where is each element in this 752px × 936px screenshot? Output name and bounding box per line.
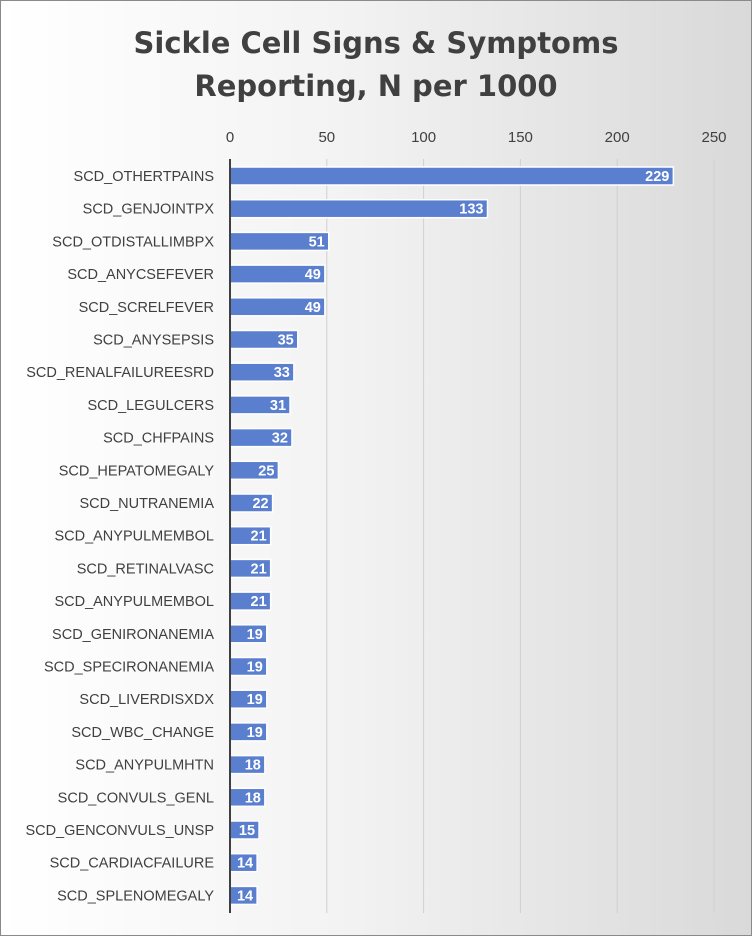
category-label: SCD_SPLENOMEGALY xyxy=(57,888,214,904)
category-label: SCD_HEPATOMEGALY xyxy=(59,463,215,479)
category-label: SCD_CARDIACFAILURE xyxy=(50,856,215,872)
category-label: SCD_GENIRONANEMIA xyxy=(52,627,214,643)
chart-title-line: Sickle Cell Signs & Symptoms xyxy=(134,26,619,60)
data-label: 19 xyxy=(247,627,263,643)
data-label: 19 xyxy=(247,725,263,741)
chart-title-line: Reporting, N per 1000 xyxy=(194,69,557,103)
data-label: 32 xyxy=(272,431,288,447)
gridlines xyxy=(326,159,715,913)
data-label: 25 xyxy=(258,463,274,479)
x-tick-label: 100 xyxy=(411,129,436,146)
data-label: 19 xyxy=(247,692,263,708)
data-label: 49 xyxy=(305,300,321,316)
x-tick-label: 0 xyxy=(226,129,234,146)
category-label: SCD_LEGULCERS xyxy=(87,398,214,414)
data-label: 33 xyxy=(274,365,290,381)
data-label: 133 xyxy=(459,202,483,218)
category-label: SCD_LIVERDISXDX xyxy=(79,692,214,708)
data-label: 19 xyxy=(247,660,263,676)
category-label: SCD_OTHERTPAINS xyxy=(74,169,214,185)
data-label: 14 xyxy=(237,856,253,872)
category-label: SCD_ANYPULMHTN xyxy=(75,758,214,774)
category-label: SCD_RENALFAILUREESRD xyxy=(26,365,214,381)
data-label: 18 xyxy=(245,758,261,774)
category-label: SCD_ANYCSEFEVER xyxy=(67,267,214,283)
x-axis-ticks: 0 50 100 150 200 250 xyxy=(226,129,727,146)
x-tick-label: 150 xyxy=(508,129,533,146)
data-label: 21 xyxy=(251,594,267,610)
category-label: SCD_SCRELFEVER xyxy=(79,300,214,316)
x-tick-label: 250 xyxy=(701,129,726,146)
bar xyxy=(229,198,489,219)
category-label: SCD_GENJOINTPX xyxy=(83,202,215,218)
category-label: SCD_SPECIRONANEMIA xyxy=(44,660,214,676)
category-label: SCD_WBC_CHANGE xyxy=(71,725,214,741)
data-label: 31 xyxy=(270,398,286,414)
data-label: 21 xyxy=(251,561,267,577)
data-label: 21 xyxy=(251,529,267,545)
data-label: 229 xyxy=(645,169,669,185)
category-label: SCD_NUTRANEMIA xyxy=(79,496,214,512)
category-label: SCD_RETINALVASC xyxy=(77,561,214,577)
category-label: SCD_OTDISTALLIMBPX xyxy=(52,234,214,250)
bar xyxy=(229,166,675,186)
data-label: 22 xyxy=(252,496,268,512)
category-label: SCD_CONVULS_GENL xyxy=(58,790,214,806)
category-label: SCD_ANYSEPSIS xyxy=(93,333,214,349)
data-label: 51 xyxy=(309,234,325,250)
x-tick-label: 50 xyxy=(318,129,335,146)
data-label: 49 xyxy=(305,267,321,283)
data-label: 35 xyxy=(278,333,294,349)
x-tick-label: 200 xyxy=(605,129,630,146)
data-label: 15 xyxy=(239,823,255,839)
data-labels: 229 133 51 49 49 35 33 31 32 25 22 21 21 21 19 19 19 19 18… xyxy=(237,169,669,904)
category-label: SCD_ANYPULMEMBOL xyxy=(54,594,214,610)
category-label: SCD_ANYPULMEMBOL xyxy=(54,529,214,545)
category-labels: SCD_OTHERTPAINS SCD_GENJOINTPX SCD_OTDISTA… xyxy=(25,169,214,904)
data-label: 14 xyxy=(237,888,253,904)
data-label: 18 xyxy=(245,790,261,806)
chart-title: Sickle Cell Signs & Symptoms Reporting, N… xyxy=(134,26,619,103)
bars xyxy=(229,166,675,906)
category-label: SCD_GENCONVULS_UNSP xyxy=(25,823,214,839)
category-label: SCD_CHFPAINS xyxy=(103,431,214,447)
